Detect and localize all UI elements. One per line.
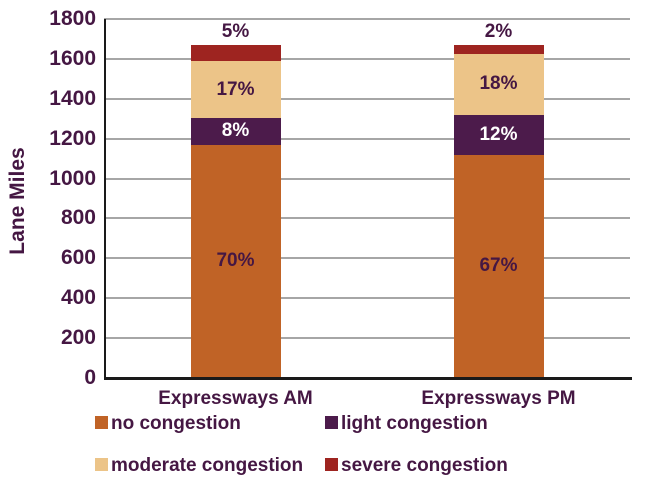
x-category-label-expressways-pm: Expressways PM bbox=[421, 388, 576, 409]
gridline-400 bbox=[104, 297, 630, 300]
bar-segment-severe-congestion-expressways-am bbox=[190, 44, 281, 62]
gridline-1000 bbox=[104, 177, 630, 180]
y-tick-label-1600: 1600 bbox=[49, 46, 96, 70]
bar-segment-no-congestion-expressways-pm bbox=[453, 154, 544, 378]
y-tick-label-600: 600 bbox=[60, 246, 96, 270]
x-axis-line bbox=[104, 377, 632, 380]
legend-swatch-icon-severe-congestion bbox=[325, 458, 338, 471]
segment-percent-label-severe-congestion-expressways-pm: 2% bbox=[484, 20, 513, 42]
legend-swatch-icon-moderate-congestion bbox=[95, 458, 108, 471]
plot-area: 70% 8% 17% 5% 67% 12% 18% 2% bbox=[104, 18, 630, 378]
legend-item-moderate-congestion: moderate congestion bbox=[95, 456, 303, 476]
bar-segment-moderate-congestion-expressways-pm bbox=[453, 53, 544, 115]
legend-label-light-congestion: light congestion bbox=[341, 413, 488, 434]
gridline-800 bbox=[104, 217, 630, 220]
bar-segment-moderate-congestion-expressways-am bbox=[190, 61, 281, 118]
y-tick-label-800: 800 bbox=[60, 206, 96, 230]
bar-segment-severe-congestion-expressways-pm bbox=[453, 44, 544, 54]
bar-segment-light-congestion-expressways-pm bbox=[453, 114, 544, 155]
y-tick-label-400: 400 bbox=[60, 286, 96, 310]
y-tick-label-1200: 1200 bbox=[49, 126, 96, 150]
gridline-200 bbox=[104, 337, 630, 340]
gridline-1600 bbox=[104, 57, 630, 60]
y-tick-label-1000: 1000 bbox=[49, 166, 96, 190]
gridline-1200 bbox=[104, 137, 630, 140]
y-tick-label-200: 200 bbox=[60, 326, 96, 350]
legend-label-severe-congestion: severe congestion bbox=[341, 455, 508, 476]
bar-segment-light-congestion-expressways-am bbox=[190, 117, 281, 145]
y-tick-label-1800: 1800 bbox=[49, 7, 96, 30]
gridline-1800 bbox=[104, 18, 630, 20]
gridline-1400 bbox=[104, 97, 630, 100]
legend-item-light-congestion: light congestion bbox=[325, 414, 488, 434]
legend-swatch-icon-light-congestion bbox=[325, 416, 338, 429]
legend-label-moderate-congestion: moderate congestion bbox=[111, 455, 304, 476]
legend-swatch-icon-no-congestion bbox=[95, 416, 108, 429]
gridline-600 bbox=[104, 257, 630, 260]
y-tick-label-0: 0 bbox=[84, 366, 96, 389]
legend-label-no-congestion: no congestion bbox=[111, 413, 241, 434]
x-category-label-expressways-am: Expressways AM bbox=[158, 388, 313, 409]
bar-segment-no-congestion-expressways-am bbox=[190, 144, 281, 378]
legend-item-severe-congestion: severe congestion bbox=[325, 456, 508, 476]
legend-item-no-congestion: no congestion bbox=[95, 414, 241, 434]
y-axis-line bbox=[104, 19, 106, 379]
segment-percent-label-severe-congestion-expressways-am: 5% bbox=[221, 20, 250, 42]
y-tick-label-1400: 1400 bbox=[49, 86, 96, 110]
